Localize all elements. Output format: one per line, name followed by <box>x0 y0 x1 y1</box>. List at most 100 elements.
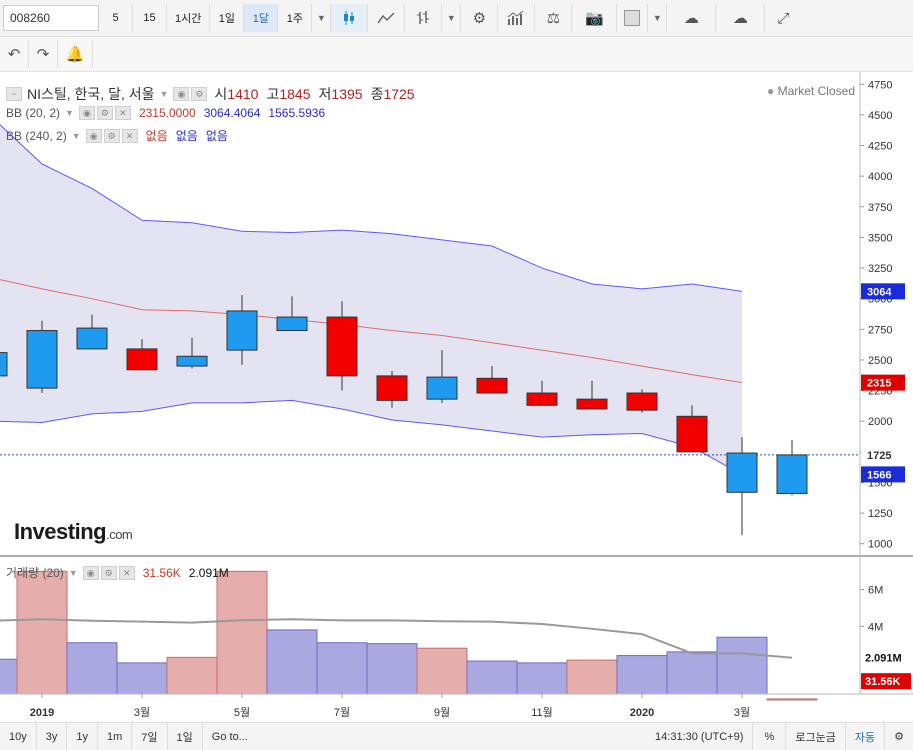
undo-icon[interactable]: ↶ <box>0 40 29 68</box>
settings-gear-icon[interactable]: ⚙ <box>461 4 499 32</box>
volume-eye-icon[interactable]: ◉ <box>82 565 99 580</box>
volume-bar <box>16 570 68 695</box>
ohlc-bar-icon[interactable] <box>405 4 443 32</box>
volume-value-1: 31.56K <box>142 565 181 580</box>
volume-bar <box>0 658 18 695</box>
badge-bb-lower: 1566 <box>867 469 891 481</box>
interval-15[interactable]: 15 <box>133 4 167 32</box>
badge-bb-upper-bg <box>861 283 905 300</box>
volume-bar <box>366 643 418 695</box>
volume-caret-icon[interactable]: ▼ <box>68 567 78 578</box>
fullscreen-icon[interactable]: ⤢ <box>777 9 790 27</box>
volume-bar <box>516 662 568 695</box>
auto-scale-toggle[interactable]: 자동 <box>846 723 886 750</box>
bb1-close-icon[interactable]: ✕ <box>114 106 131 120</box>
compare-scale-icon[interactable]: ⚖ <box>535 4 573 32</box>
status-dot-icon: ● <box>767 84 775 98</box>
volume-close-icon[interactable]: ✕ <box>118 565 135 580</box>
goto-button[interactable]: Go to... <box>211 730 248 743</box>
bb2-eye-icon[interactable]: ◉ <box>85 128 102 143</box>
bb2-settings-icon[interactable]: ⚙ <box>103 128 120 143</box>
y-tick-label: 1250 <box>868 508 892 520</box>
interval-1w[interactable]: 1주 <box>278 4 313 32</box>
ohlc-glyph <box>417 11 430 24</box>
range-7d[interactable]: 7일 <box>132 723 168 750</box>
interval-dropdown-icon[interactable]: ▼ <box>312 4 332 32</box>
chart-type-dropdown-icon[interactable]: ▼ <box>442 4 462 32</box>
badge-bb-lower-bg <box>861 466 905 483</box>
bb-middle-line <box>0 279 743 384</box>
logo-suffix: .com <box>106 527 133 542</box>
range-1d[interactable]: 1일 <box>168 723 203 750</box>
bb2-value-2: 없음 <box>175 129 198 143</box>
high-label: 고 <box>266 86 280 102</box>
legend-caret-icon[interactable]: ▼ <box>159 89 169 99</box>
badge-bb-upper: 3064 <box>867 286 892 298</box>
bollinger-band-fill <box>0 124 742 475</box>
symbol-input[interactable]: 008260 <box>3 5 99 31</box>
legend-settings-icon[interactable]: ⚙ <box>191 87 208 101</box>
badge-volume-ma-bg <box>861 649 909 666</box>
volume-bar <box>566 659 618 695</box>
volume-bar <box>766 698 818 701</box>
volume-bar <box>266 629 318 695</box>
color-picker-icon[interactable] <box>617 4 649 32</box>
redo-icon[interactable]: ↷ <box>29 40 58 68</box>
color-dropdown-icon[interactable]: ▼ <box>648 4 668 32</box>
indicators-icon[interactable] <box>498 4 536 32</box>
cloud-upload-icon[interactable]: ☁ <box>716 4 766 32</box>
range-1m[interactable]: 1m <box>98 723 133 750</box>
interval-1d[interactable]: 1일 <box>210 4 245 32</box>
line-chart-icon[interactable] <box>368 4 406 32</box>
percent-toggle[interactable]: % <box>753 723 787 750</box>
axis-layer: 1000125015001750200022502500275030003250… <box>0 72 913 719</box>
y-tick-label: 3750 <box>868 202 892 214</box>
y-tick-label: 2000 <box>868 416 892 428</box>
volume-legend: 거래량 (20) ▼ ◉ ⚙ ✕ 31.56K 2.091M <box>6 564 229 581</box>
market-status: ● Market Closed <box>767 84 855 98</box>
x-tick-label: 3월 <box>734 706 750 719</box>
interval-5[interactable]: 5 <box>99 4 133 32</box>
second-toolbar: ↶ ↷ 🔔 <box>0 37 913 72</box>
camera-icon[interactable]: 📷 <box>572 4 618 32</box>
volume-bar <box>316 642 368 695</box>
interval-1h[interactable]: 1시간 <box>167 4 211 32</box>
volume-bar <box>666 651 718 695</box>
interval-1m[interactable]: 1달 <box>244 4 279 32</box>
y-tick-label: 4000 <box>868 171 892 183</box>
bb2-legend: BB (240, 2) ▼ ◉ ⚙ ✕ 없음 없음 없음 <box>6 127 228 144</box>
log-scale-toggle[interactable]: 로그눈금 <box>786 723 846 750</box>
alert-bell-icon[interactable]: 🔔 <box>58 40 93 68</box>
candlestick-icon[interactable] <box>331 4 369 32</box>
bb2-close-icon[interactable]: ✕ <box>121 128 138 143</box>
y-tick-label: 1000 <box>868 539 892 551</box>
bb1-settings-icon[interactable]: ⚙ <box>96 106 113 120</box>
vol-tick-label: 4M <box>868 621 883 633</box>
volume-bar <box>166 656 218 695</box>
cloud-download-icon[interactable]: ☁ <box>667 4 717 32</box>
bb2-caret-icon[interactable]: ▼ <box>71 130 81 141</box>
vol-tick-label: 6M <box>868 585 883 597</box>
eye-icon[interactable]: ◉ <box>173 87 190 101</box>
range-10y[interactable]: 10y <box>0 723 37 750</box>
y-tick-label: 4250 <box>868 141 892 153</box>
volume-value-2: 2.091M <box>188 565 229 580</box>
badge-volume-last-bg <box>861 673 911 690</box>
settings-gear-bottom-icon[interactable]: ⚙ <box>894 731 904 743</box>
y-tick-label: 2500 <box>868 355 892 367</box>
candle-body <box>526 392 558 406</box>
bb1-caret-icon[interactable]: ▼ <box>65 108 74 118</box>
bottom-bar: 10y 3y 1y 1m 7일 1일 Go to... 14:31:30 (UT… <box>0 722 913 750</box>
volume-settings-icon[interactable]: ⚙ <box>100 565 117 580</box>
open-label: 시 <box>214 86 228 102</box>
low-value: 1395 <box>331 86 363 102</box>
x-tick-label: 7월 <box>334 706 350 719</box>
bb-lower-line <box>0 399 743 475</box>
candle-body <box>376 375 408 401</box>
price-chart[interactable]: 1000125015001750200022502500275030003250… <box>0 72 913 722</box>
collapse-icon[interactable]: − <box>6 87 22 101</box>
bb1-eye-icon[interactable]: ◉ <box>78 106 95 120</box>
range-1y[interactable]: 1y <box>67 723 98 750</box>
range-3y[interactable]: 3y <box>37 723 68 750</box>
candle-body <box>776 454 808 495</box>
